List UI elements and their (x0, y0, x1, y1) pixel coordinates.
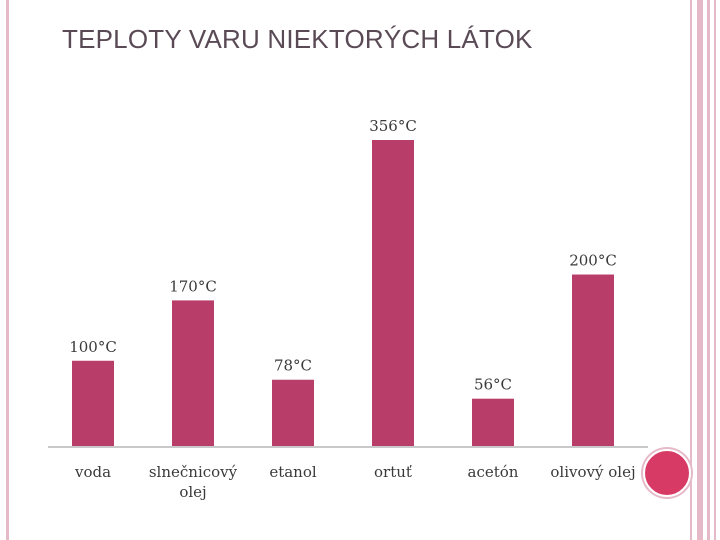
right-decorative-rule (697, 0, 703, 540)
category-label-1: slnečnicový olej (149, 463, 238, 501)
category-labels-layer: voda slnečnicový olej etanol ortuť acetón oliv… (74, 463, 636, 501)
bar-5 (572, 274, 614, 447)
category-label-3: ortuť (374, 463, 412, 481)
value-label-4: 56°C (474, 376, 512, 394)
value-label-3: 356°C (369, 117, 417, 135)
category-label-5: olivový olej (550, 463, 635, 481)
right-decorative-rule (707, 0, 710, 540)
left-decorative-rule (6, 0, 9, 540)
category-label-4: acetón (468, 463, 519, 481)
bar-1 (172, 300, 214, 447)
right-decorative-rule (714, 0, 716, 540)
value-labels-layer: 100°C 170°C 78°C 356°C 56°C 200°C (69, 117, 617, 394)
category-label-2: etanol (269, 463, 317, 481)
category-label-0: voda (74, 463, 111, 481)
bar-2 (272, 379, 314, 447)
bars-layer (72, 140, 614, 447)
slide-title: TEPLOTY VARU NIEKTORÝCH LÁTOK (62, 24, 533, 54)
value-label-0: 100°C (69, 338, 117, 356)
bar-4 (472, 398, 514, 447)
value-label-5: 200°C (569, 252, 617, 270)
decorative-accent-circle (643, 449, 691, 497)
bar-0 (72, 360, 114, 447)
bar-3 (372, 140, 414, 447)
value-label-1: 170°C (169, 277, 217, 295)
right-decorative-rule (690, 0, 692, 540)
value-label-2: 78°C (274, 357, 312, 375)
